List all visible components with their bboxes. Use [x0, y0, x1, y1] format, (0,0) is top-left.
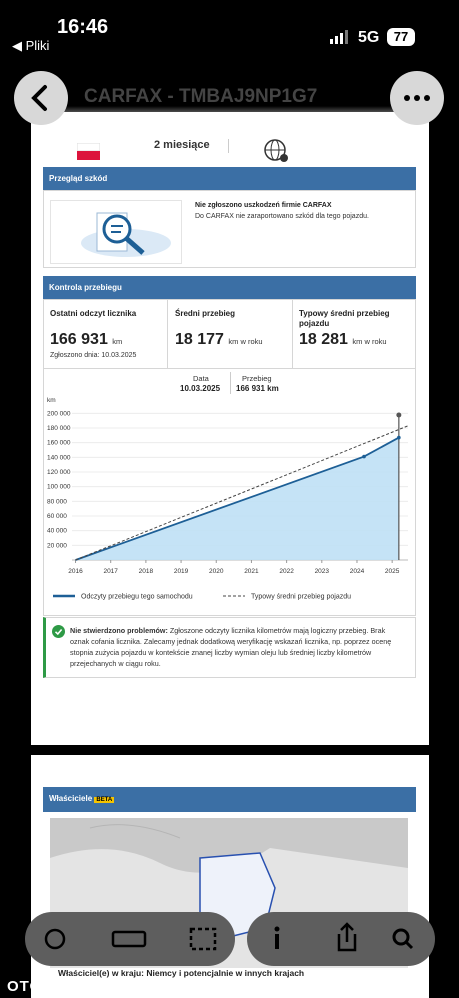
x-tick-label: 2023	[315, 568, 330, 575]
x-tick-label: 2022	[279, 568, 294, 575]
chart: km 20 000 40 000 60 000 80 000 100 000 120 000…	[47, 397, 409, 601]
unit: km w roku	[352, 337, 387, 346]
x-tick-label: 2024	[350, 568, 365, 575]
x-tick-label: 2025	[385, 568, 400, 575]
y-tick-label: 120 000	[47, 469, 71, 476]
back-button[interactable]	[14, 71, 68, 125]
y-tick-label: 140 000	[47, 454, 71, 461]
legend-label: Typowy średni przebieg pojazdu	[251, 594, 351, 601]
clock: 16:46	[57, 16, 109, 38]
y-tick-label: 20 000	[47, 542, 67, 549]
y-tick-label: 60 000	[47, 513, 67, 520]
card-label: Średni przebieg	[175, 309, 236, 318]
legend-label: Odczyty przebiegu tego samochodu	[81, 594, 193, 601]
more-button[interactable]	[390, 71, 444, 125]
x-tick-label: 2020	[209, 568, 224, 575]
tooltip-label: Przebieg	[242, 374, 272, 383]
card-label: Typowy średni przebieg pojazdu	[299, 309, 390, 328]
flag-pl	[77, 143, 100, 160]
tooltip-label: Data	[193, 374, 209, 383]
x-tick-label: 2021	[244, 568, 259, 575]
owners-footer: Właściciel(e) w kraju: Niemcy i potencja…	[58, 968, 305, 978]
card-value: 166 931 km	[50, 331, 122, 349]
owners-title: Właściciele	[49, 794, 93, 803]
chart-box	[43, 368, 416, 616]
tooltip-value: 10.03.2025	[180, 384, 221, 393]
tooltip-value: 166 931 km	[236, 384, 279, 393]
y-tick-label: 100 000	[47, 484, 71, 491]
watermark: OTOMOTO	[7, 978, 91, 995]
tooltip: Data 10.03.2025 Przebieg 166 931 km	[180, 372, 288, 396]
notice-heading: Nie stwierdzono problemów:	[70, 626, 168, 635]
toolbar-right	[247, 912, 435, 966]
section-header: Przegląd szkód	[43, 167, 416, 190]
x-tick-label: 2018	[139, 568, 154, 575]
card-value: 18 281 km w roku	[299, 331, 387, 349]
toolbar-left	[25, 912, 235, 966]
x-tick-label: 2016	[68, 568, 83, 575]
point	[397, 435, 401, 440]
x-tick-label: 2019	[174, 568, 189, 575]
battery: 77	[387, 28, 415, 46]
damage-text: Do CARFAX nie zaraportowano szkód dla te…	[195, 213, 369, 220]
globe-icon	[264, 139, 288, 162]
section-header: Właściciele BETA	[43, 787, 416, 812]
point	[362, 454, 366, 459]
y-tick-label: 180 000	[47, 425, 71, 432]
period: 2 miesiące	[154, 139, 210, 151]
illustration	[50, 200, 182, 264]
card-value: 18 177 km w roku	[175, 331, 263, 349]
y-tick-label: 40 000	[47, 528, 67, 535]
card-note: Zgłoszono dnia: 10.03.2025	[50, 352, 137, 359]
check-icon	[52, 625, 65, 638]
network: 5G	[358, 29, 380, 46]
notice	[43, 617, 416, 678]
section-header: Kontrola przebiegu	[43, 276, 416, 299]
notice-body: Zgłoszone odczyty licznika kilometrów ma…	[70, 626, 392, 668]
value: 18 281	[299, 331, 348, 348]
fade	[31, 106, 429, 126]
y-tick-label: 80 000	[47, 498, 67, 505]
value: 18 177	[175, 331, 224, 348]
y-tick-label: 200 000	[47, 410, 71, 417]
marker-dot	[396, 412, 402, 418]
y-axis-label: km	[47, 397, 56, 404]
signal	[330, 30, 348, 44]
notice-text: Nie stwierdzono problemów: Zgłoszone odc…	[70, 625, 405, 669]
card-label: Ostatni odczyt licznika	[50, 309, 137, 318]
area	[75, 437, 399, 560]
unit: km w roku	[228, 337, 263, 346]
y-tick-label: 160 000	[47, 440, 71, 447]
badge: BETA	[94, 797, 115, 803]
back-to-app[interactable]: ◀ Pliki	[12, 38, 50, 53]
unit: km	[112, 337, 123, 346]
x-tick-label: 2017	[103, 568, 118, 575]
damage-box	[43, 190, 416, 268]
divider	[230, 372, 231, 394]
divider	[228, 139, 229, 153]
damage-heading: Nie zgłoszono uszkodzeń firmie CARFAX	[195, 202, 332, 209]
document-title: CARFAX - TMBAJ9NP1G7	[84, 86, 318, 107]
value: 166 931	[50, 331, 108, 348]
